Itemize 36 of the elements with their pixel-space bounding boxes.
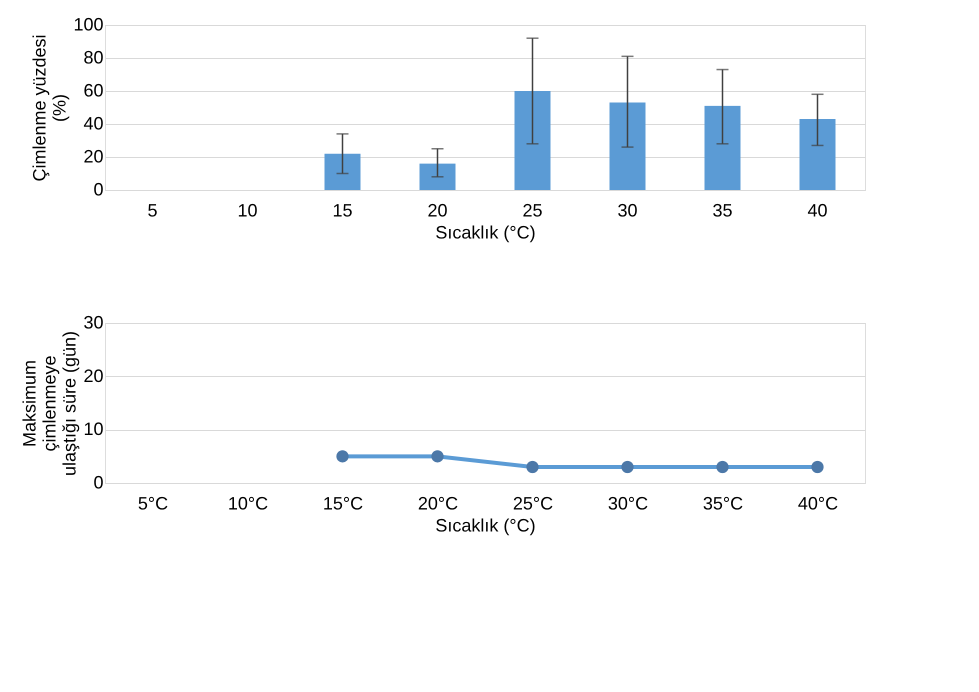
y-tick-label: 40 [83, 114, 104, 134]
x-tick-label: 35 [712, 200, 733, 220]
bar [420, 164, 456, 190]
y-tick-label: 10 [83, 419, 104, 440]
x-axis-title: Sıcaklık (°C) [435, 222, 536, 242]
x-tick-label: 15 [332, 200, 353, 220]
x-tick-label: 25 [522, 200, 543, 220]
bar [324, 154, 360, 190]
y-tick-label: 30 [83, 312, 104, 332]
bar [514, 91, 550, 190]
x-tick-label: 20°C [418, 494, 458, 514]
y-axis-title: Çimlenme yüzdesi (%) [29, 34, 70, 182]
y-tick-label: 100 [73, 14, 104, 34]
x-tick-label: 30 [617, 200, 638, 220]
y-tick-label: 0 [93, 472, 104, 492]
y-tick-label: 20 [83, 366, 104, 386]
bar [704, 106, 740, 190]
x-tick-label: 35°C [702, 494, 744, 514]
x-tick-label: 25°C [512, 494, 554, 514]
x-tick-label: 40°C [798, 494, 838, 514]
bar [610, 102, 646, 190]
y-tick-label: 60 [83, 80, 104, 100]
x-tick-label: 40 [807, 200, 828, 220]
y-tick-label: 80 [83, 48, 104, 68]
x-axis-title: Sıcaklık (°C) [435, 516, 536, 536]
x-tick-label: 5 [147, 200, 158, 220]
x-tick-label: 10 [237, 200, 258, 220]
y-tick-label: 0 [93, 180, 104, 200]
x-tick-label: 15°C [322, 494, 364, 514]
x-tick-label: 30°C [608, 494, 648, 514]
x-tick-label: 20 [427, 200, 448, 220]
y-tick-label: 20 [83, 146, 104, 166]
y-axis-title: Maksimum çimlenmeye ulaştığı süre (gün) [19, 330, 80, 476]
x-tick-label: 5°C [138, 494, 168, 514]
x-tick-label: 10°C [228, 494, 268, 514]
bar [800, 119, 836, 190]
